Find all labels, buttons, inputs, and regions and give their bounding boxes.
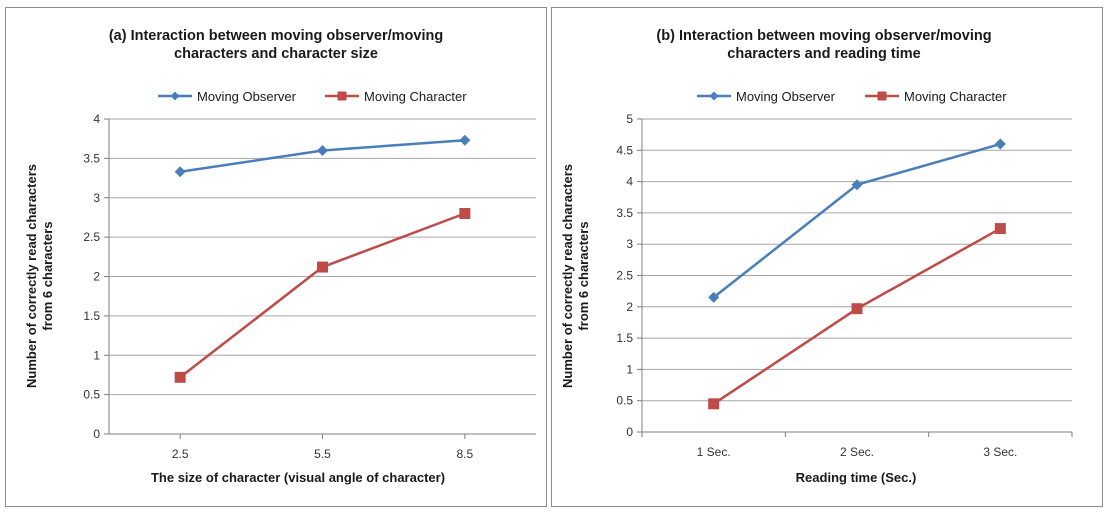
chart-a-y-tick-label: 0 [93,427,100,441]
chart-b-y-tick-label: 4.5 [616,143,633,157]
chart-a-y-tick-label: 3 [93,191,100,205]
chart-a-x-axis-title: The size of character (visual angle of c… [151,470,445,485]
chart-b-plot-area: 0 0.5 1 1.5 2 2.5 3 3.5 4 4.5 5 1 Sec. 2 Sec. 3 Sec. [616,112,1073,459]
chart-b-series-0-point [708,291,720,303]
chart-a-series-1-line [179,212,466,379]
chart-a-series-1-point [174,371,186,383]
chart-b-x-axis-title: Reading time (Sec.) [796,470,917,485]
chart-a-y-tick-label: 4 [93,112,100,126]
chart-a-title-line-1: (a) Interaction between moving observer/… [109,28,443,44]
chart-a-y-tick-label: 1 [93,348,100,362]
chart-b-y-tick-label: 1 [626,362,633,376]
chart-b-series-1-point [994,223,1006,235]
legend-a-character-label: Moving Character [364,89,467,104]
chart-a-y-tick-label: 2 [93,270,100,284]
chart-b-x-tick-label: 3 Sec. [983,445,1017,459]
chart-a-series-0-point [459,134,471,146]
chart-b-y-tick-label: 3 [626,237,633,251]
chart-b-y-axis-title-line-1: Number of correctly read characters [560,164,575,388]
chart-b-x-tick-label: 1 Sec. [697,445,731,459]
chart-a-x-tick-label: 8.5 [456,447,473,461]
chart-a-x-tick-label: 5.5 [314,447,331,461]
chart-b-series-1-point [851,303,863,315]
chart-a-y-tick-label: 0.5 [83,388,100,402]
chart-b-svg: (b) Interaction between moving observer/… [560,28,1073,485]
chart-b-title-line-1: (b) Interaction between moving observer/… [656,28,991,44]
chart-b-y-tick-label: 0 [626,425,633,439]
legend-a-observer-marker [170,91,180,101]
chart-b-y-axis-title-line-2: from 6 characters [576,221,591,330]
legend-a-character-marker [337,91,347,101]
chart-b-y-tick-label: 5 [626,112,633,126]
chart-a-plot-area: 0 0.5 1 1.5 2 2.5 3 3.5 4 2.5 5.5 8.5 [83,112,536,461]
chart-b-x-tick-label: 2 Sec. [840,445,874,459]
chart-b-y-tick-label: 4 [626,175,633,189]
legend-a-observer-label: Moving Observer [197,89,297,104]
chart-b-series-1-point [708,398,720,410]
chart-b-series-0-line [712,142,1001,299]
chart-a-y-axis-title-line-2: from 6 characters [40,221,55,330]
chart-panel-a: (a) Interaction between moving observer/… [5,7,547,507]
chart-a-series-1-point [317,261,328,273]
chart-b-y-tick-label: 3.5 [616,206,633,220]
chart-a-y-axis-title-line-1: Number of correctly read characters [24,164,39,388]
chart-a-y-tick-label: 3.5 [83,151,100,165]
chart-b-legend: Moving Observer Moving Character [697,89,1007,104]
chart-a-y-tick-label: 1.5 [83,309,100,323]
chart-panel-b: (b) Interaction between moving observer/… [551,7,1103,507]
chart-b-y-tick-label: 0.5 [616,394,633,408]
chart-b-y-tick-label: 2 [626,300,633,314]
chart-a-x-tick-label: 2.5 [172,447,189,461]
legend-b-observer-marker [709,91,719,101]
chart-a-legend: Moving Observer Moving Character [158,89,467,104]
chart-a-svg: (a) Interaction between moving observer/… [24,28,536,485]
chart-a-y-tick-label: 2.5 [83,230,100,244]
legend-b-character-label: Moving Character [904,89,1007,104]
chart-a-series-0-point [174,166,186,178]
chart-a-series-1-point [459,208,471,219]
chart-b-title-line-2: characters and reading time [727,46,920,62]
chart-b-series-1-line [712,227,1001,405]
legend-b-character-marker [877,91,887,101]
legend-b-observer-label: Moving Observer [736,89,836,104]
chart-b-series-0-point [851,179,863,191]
chart-a-title-line-2: characters and character size [174,46,378,62]
chart-b-series-0-point [994,138,1006,150]
chart-a-series-0-line [179,139,465,173]
chart-b-y-tick-label: 2.5 [616,269,633,283]
chart-b-y-tick-label: 1.5 [616,331,633,345]
chart-a-series-0-point [317,145,328,156]
